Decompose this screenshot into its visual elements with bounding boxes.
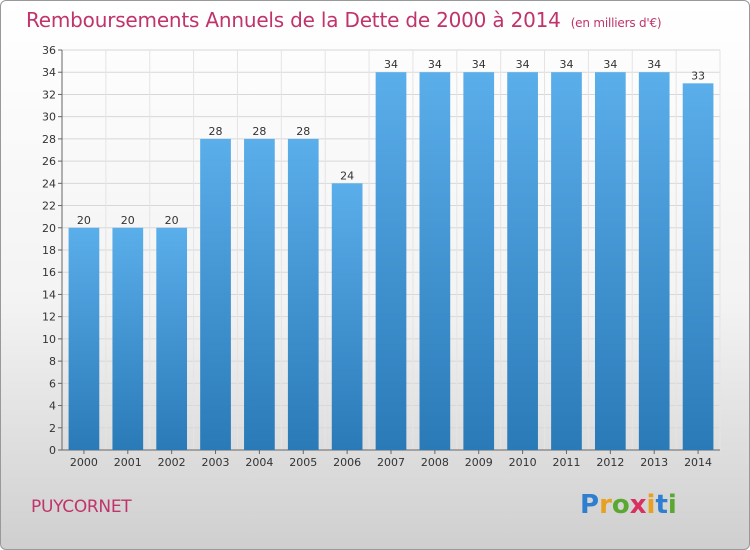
x-tick-label-2000: 2000	[70, 456, 98, 469]
bar-2009	[463, 72, 495, 450]
value-label-2003: 28	[209, 125, 223, 138]
y-tick-label: 36	[42, 44, 56, 57]
bar-2008	[419, 72, 451, 450]
y-tick-label: 22	[42, 200, 56, 213]
x-tick-label-2008: 2008	[421, 456, 449, 469]
value-label-2001: 20	[121, 214, 135, 227]
bar-2004	[244, 138, 275, 450]
y-tick-label: 10	[42, 333, 56, 346]
bar-2007	[375, 72, 407, 450]
value-label-2012: 34	[603, 58, 617, 71]
y-tick-label: 14	[42, 288, 56, 301]
value-label-2005: 28	[296, 125, 310, 138]
x-tick-label-2006: 2006	[333, 456, 361, 469]
bar-2013	[638, 72, 670, 450]
y-tick-label: 20	[42, 222, 56, 235]
x-tick-label-2009: 2009	[465, 456, 493, 469]
x-tick-label-2003: 2003	[202, 456, 230, 469]
x-tick-label-2002: 2002	[158, 456, 186, 469]
value-label-2011: 34	[559, 58, 573, 71]
x-tick-label-2014: 2014	[684, 456, 712, 469]
value-label-2002: 20	[165, 214, 179, 227]
logo-letter: x	[629, 490, 647, 520]
y-tick-label: 6	[49, 377, 56, 390]
bar-2005	[287, 138, 319, 450]
value-label-2014: 33	[691, 69, 705, 82]
value-label-2004: 28	[252, 125, 266, 138]
bars	[68, 72, 714, 451]
bar-2006	[331, 183, 363, 451]
proxiti-logo: Proxiti	[580, 490, 677, 520]
logo-letter: i	[667, 490, 677, 520]
x-tick-label-2013: 2013	[640, 456, 668, 469]
logo-letter: P	[580, 490, 600, 520]
y-tick-label: 24	[42, 177, 56, 190]
y-tick-label: 34	[42, 66, 56, 79]
labels: 0246810121416182022242628303234362020002…	[42, 44, 712, 469]
value-label-2013: 34	[647, 58, 661, 71]
bar-2014	[682, 83, 714, 450]
y-tick-label: 28	[42, 133, 56, 146]
y-tick-label: 2	[49, 422, 56, 435]
y-tick-label: 32	[42, 88, 56, 101]
value-label-2009: 34	[472, 58, 486, 71]
bar-2000	[68, 227, 100, 450]
logo-letter: i	[646, 490, 656, 520]
value-label-2008: 34	[428, 58, 442, 71]
x-tick-label-2005: 2005	[289, 456, 317, 469]
y-tick-label: 12	[42, 311, 56, 324]
x-tick-label-2007: 2007	[377, 456, 405, 469]
logo-letter: o	[611, 490, 630, 520]
value-label-2006: 24	[340, 169, 354, 182]
value-label-2000: 20	[77, 214, 91, 227]
y-tick-label: 0	[49, 444, 56, 457]
x-tick-label-2011: 2011	[552, 456, 580, 469]
logo-letter: r	[599, 490, 612, 520]
x-tick-label-2004: 2004	[245, 456, 273, 469]
chart-unit: (en milliers d'€)	[570, 16, 662, 30]
x-tick-label-2010: 2010	[509, 456, 537, 469]
value-label-2007: 34	[384, 58, 398, 71]
city-name: PUYCORNET	[31, 497, 132, 517]
bar-2003	[200, 138, 231, 450]
bar-2001	[112, 227, 144, 450]
chart-title: Remboursements Annuels de la Dette de 20…	[26, 8, 662, 32]
x-tick-label-2001: 2001	[114, 456, 142, 469]
y-tick-label: 4	[49, 400, 56, 413]
bar-2010	[507, 72, 538, 450]
bar-2012	[594, 72, 626, 450]
x-tick-label-2012: 2012	[596, 456, 624, 469]
y-tick-label: 8	[49, 355, 56, 368]
logo-letter: t	[655, 490, 668, 520]
bar-2011	[551, 72, 582, 450]
bar-2002	[156, 227, 188, 450]
y-tick-label: 18	[42, 244, 56, 257]
y-tick-label: 30	[42, 111, 56, 124]
chart-title-text: Remboursements Annuels de la Dette de 20…	[26, 8, 561, 32]
y-tick-label: 16	[42, 266, 56, 279]
y-tick-label: 26	[42, 155, 56, 168]
value-label-2010: 34	[516, 58, 530, 71]
